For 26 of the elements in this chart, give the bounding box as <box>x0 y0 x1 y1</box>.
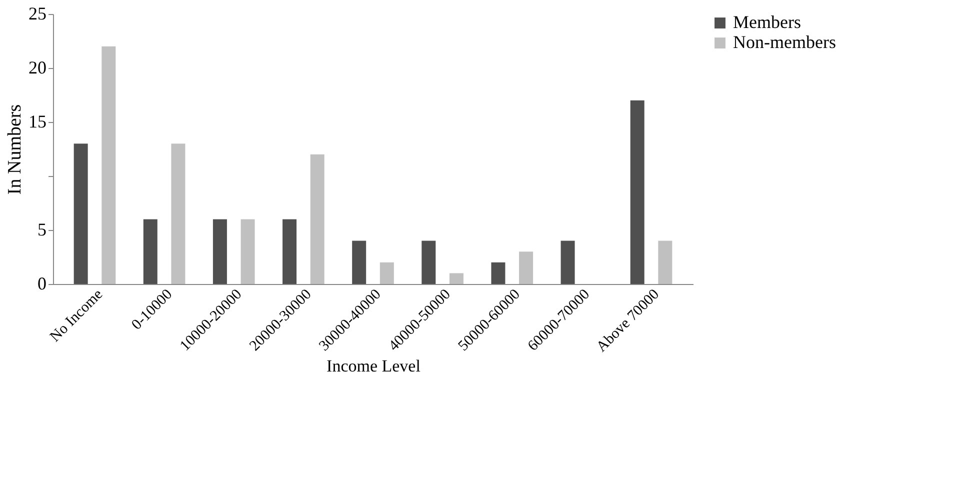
bar <box>74 144 88 284</box>
bar <box>352 240 366 284</box>
bar <box>658 240 672 284</box>
legend-label: Members <box>733 12 801 32</box>
bar <box>380 262 394 284</box>
bar <box>143 219 158 284</box>
bar <box>560 240 575 284</box>
bar <box>171 144 186 284</box>
bar <box>630 100 644 284</box>
bar <box>491 262 506 284</box>
bar <box>240 219 255 284</box>
legend-label: Non-members <box>733 32 836 52</box>
bar <box>422 240 436 284</box>
bar <box>449 273 464 284</box>
x-axis-title: Income Level <box>326 356 421 376</box>
bar <box>282 219 297 284</box>
bar <box>102 46 116 284</box>
bar <box>212 219 227 284</box>
y-tick-label: 0 <box>38 274 46 294</box>
bar <box>519 252 534 284</box>
bar <box>310 154 324 284</box>
y-axis-title: In Numbers <box>4 104 26 195</box>
y-tick-label: 25 <box>28 4 46 24</box>
y-tick-label: 20 <box>28 58 46 78</box>
y-tick-label: 5 <box>38 220 46 240</box>
y-tick-label: 15 <box>28 112 46 132</box>
